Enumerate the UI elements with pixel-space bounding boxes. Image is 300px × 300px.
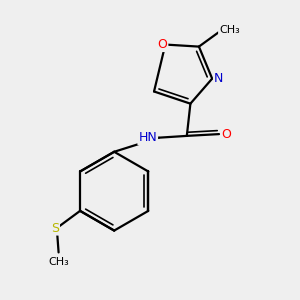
Text: N: N (214, 72, 223, 85)
Text: O: O (221, 128, 231, 141)
Text: CH₃: CH₃ (219, 26, 240, 35)
Text: O: O (158, 38, 167, 51)
Text: S: S (51, 222, 59, 235)
Text: HN: HN (138, 131, 157, 144)
Text: CH₃: CH₃ (48, 257, 69, 267)
